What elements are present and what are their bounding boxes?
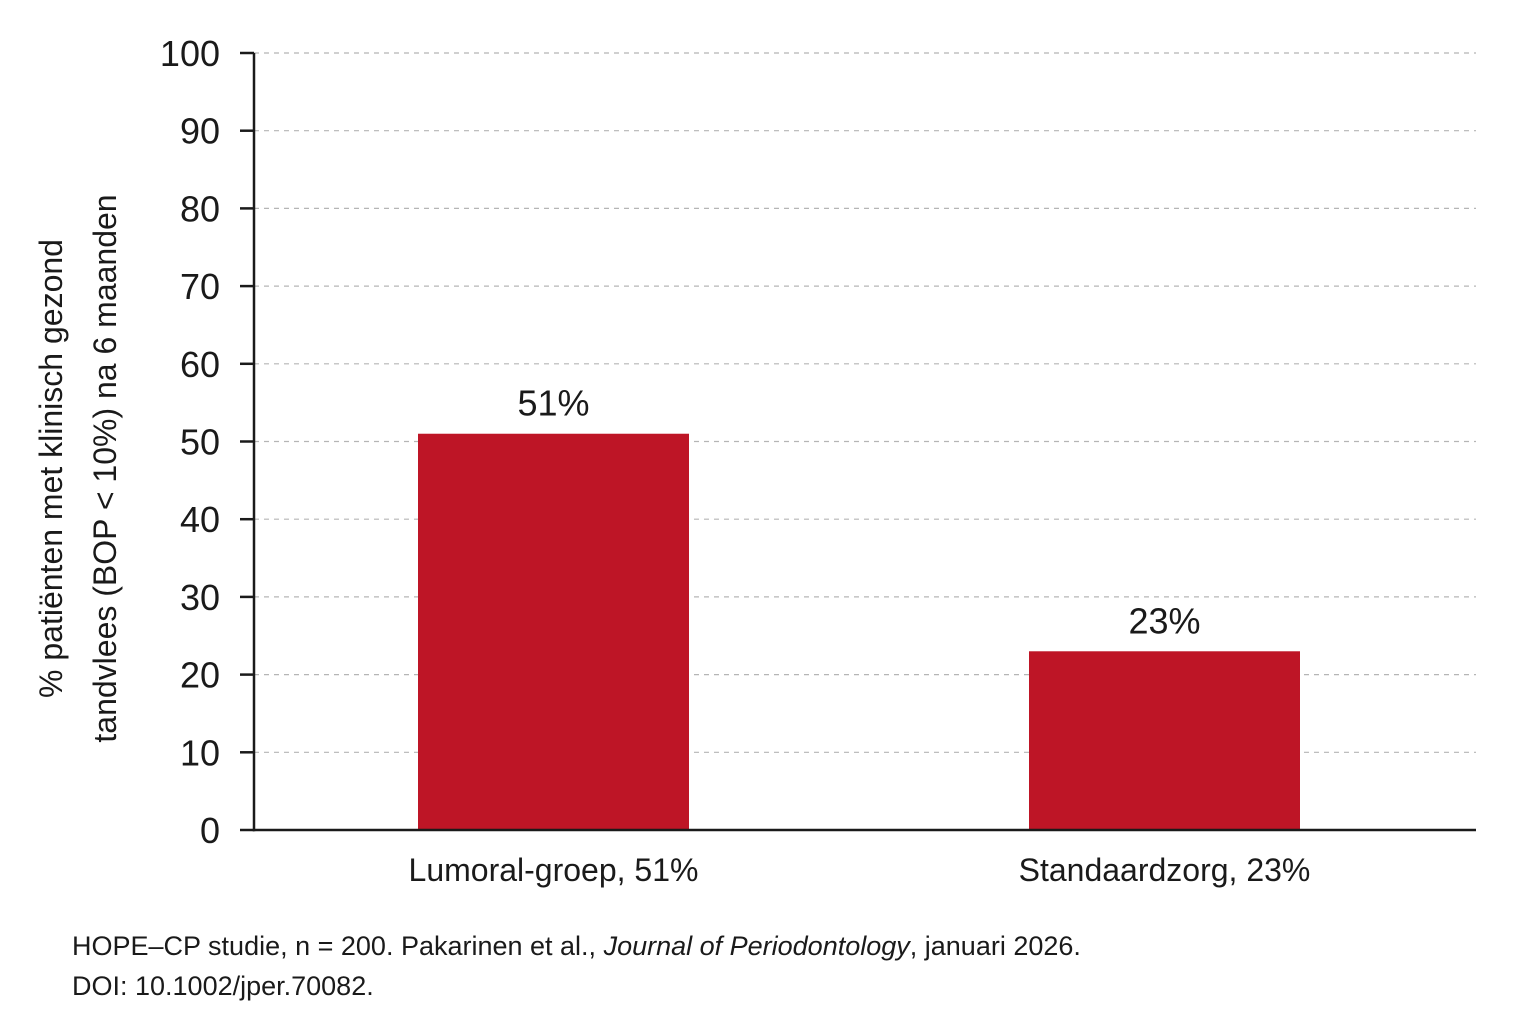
x-tick-label: Standaardzorg, 23% xyxy=(1019,852,1311,888)
footnote-citation: HOPE–CP studie, n = 200. Pakarinen et al… xyxy=(72,931,604,961)
data-label: 51% xyxy=(517,383,589,424)
y-tick-label: 40 xyxy=(180,499,220,540)
journal-name: Journal of Periodontology xyxy=(603,931,910,961)
x-tick-labels: Lumoral-groep, 51% Standaardzorg, 23% xyxy=(409,852,1311,888)
footnote-date: , januari 2026. xyxy=(909,931,1081,961)
bars xyxy=(418,433,1300,830)
footnote: HOPE–CP studie, n = 200. Pakarinen et al… xyxy=(72,926,1081,1006)
bar xyxy=(418,433,689,830)
y-tick-label: 0 xyxy=(200,810,220,851)
y-axis-label: % patiënten met klinisch gezond tandvlees… xyxy=(33,194,123,742)
y-tick-label: 100 xyxy=(160,33,220,74)
y-tick-label: 20 xyxy=(180,655,220,696)
y-tick-label: 90 xyxy=(180,111,220,152)
y-tick-label: 60 xyxy=(180,344,220,385)
data-label: 23% xyxy=(1128,600,1200,641)
x-tick-label: Lumoral-groep, 51% xyxy=(409,852,699,888)
bar xyxy=(1029,651,1300,830)
data-labels: 51% 23% xyxy=(517,383,1200,642)
y-tick-label: 70 xyxy=(180,266,220,307)
y-tick-labels: 0 10 20 30 40 50 60 70 80 90 100 xyxy=(160,33,220,851)
axes xyxy=(240,51,1476,832)
y-tick-label: 80 xyxy=(180,188,220,229)
y-tick-label: 30 xyxy=(180,577,220,618)
footnote-line-1: HOPE–CP studie, n = 200. Pakarinen et al… xyxy=(72,926,1081,966)
y-axis-label-line: % patiënten met klinisch gezond xyxy=(33,239,69,698)
y-axis-label-line: tandvlees (BOP < 10%) na 6 maanden xyxy=(87,194,123,742)
footnote-doi: DOI: 10.1002/jper.70082. xyxy=(72,971,374,1001)
y-tick-label: 50 xyxy=(180,422,220,463)
y-tick-label: 10 xyxy=(180,732,220,773)
